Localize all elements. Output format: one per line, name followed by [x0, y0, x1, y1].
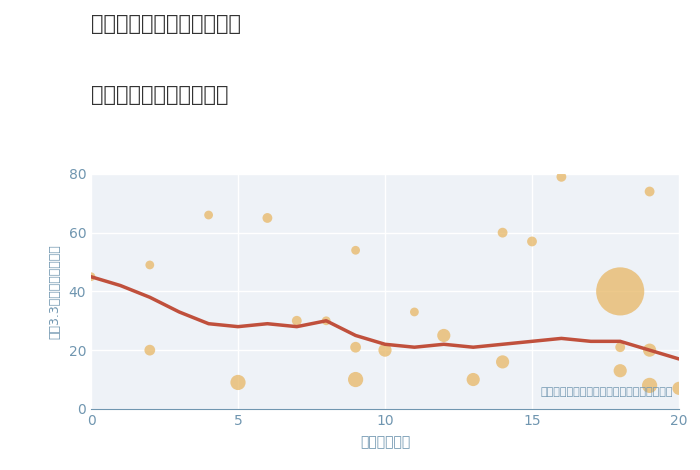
- Point: [350, 376, 361, 384]
- Point: [144, 346, 155, 354]
- Point: [644, 382, 655, 389]
- Point: [350, 246, 361, 254]
- Text: 駅距離別中古戸建て価格: 駅距離別中古戸建て価格: [91, 85, 228, 105]
- Point: [321, 317, 332, 324]
- Point: [379, 346, 391, 354]
- Point: [497, 229, 508, 236]
- Point: [203, 211, 214, 219]
- Point: [615, 367, 626, 375]
- Point: [438, 332, 449, 339]
- X-axis label: 駅距離（分）: 駅距離（分）: [360, 435, 410, 449]
- Point: [526, 238, 538, 245]
- Point: [409, 308, 420, 316]
- Point: [262, 214, 273, 222]
- Point: [644, 346, 655, 354]
- Point: [232, 379, 244, 386]
- Text: 兵庫県豊岡市出石町福住の: 兵庫県豊岡市出石町福住の: [91, 14, 241, 34]
- Point: [350, 344, 361, 351]
- Point: [556, 173, 567, 180]
- Point: [291, 317, 302, 324]
- Point: [468, 376, 479, 384]
- Point: [497, 358, 508, 366]
- Point: [85, 273, 97, 281]
- Point: [673, 384, 685, 392]
- Y-axis label: 坪（3.3㎡）単価（万円）: 坪（3.3㎡）単価（万円）: [48, 244, 62, 339]
- Text: 円の大きさは、取引のあった物件面積を示す: 円の大きさは、取引のあった物件面積を示す: [540, 387, 673, 397]
- Point: [644, 188, 655, 196]
- Point: [615, 344, 626, 351]
- Point: [144, 261, 155, 269]
- Point: [615, 288, 626, 295]
